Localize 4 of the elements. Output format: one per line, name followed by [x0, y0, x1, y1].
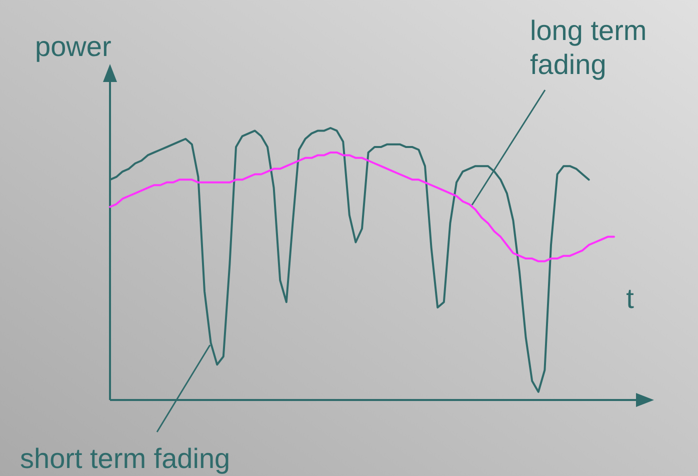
text: long term fading: [530, 15, 647, 80]
y-axis-title: power: [35, 31, 112, 62]
x-axis-title: t: [626, 283, 634, 314]
text: short term fading: [20, 443, 230, 474]
